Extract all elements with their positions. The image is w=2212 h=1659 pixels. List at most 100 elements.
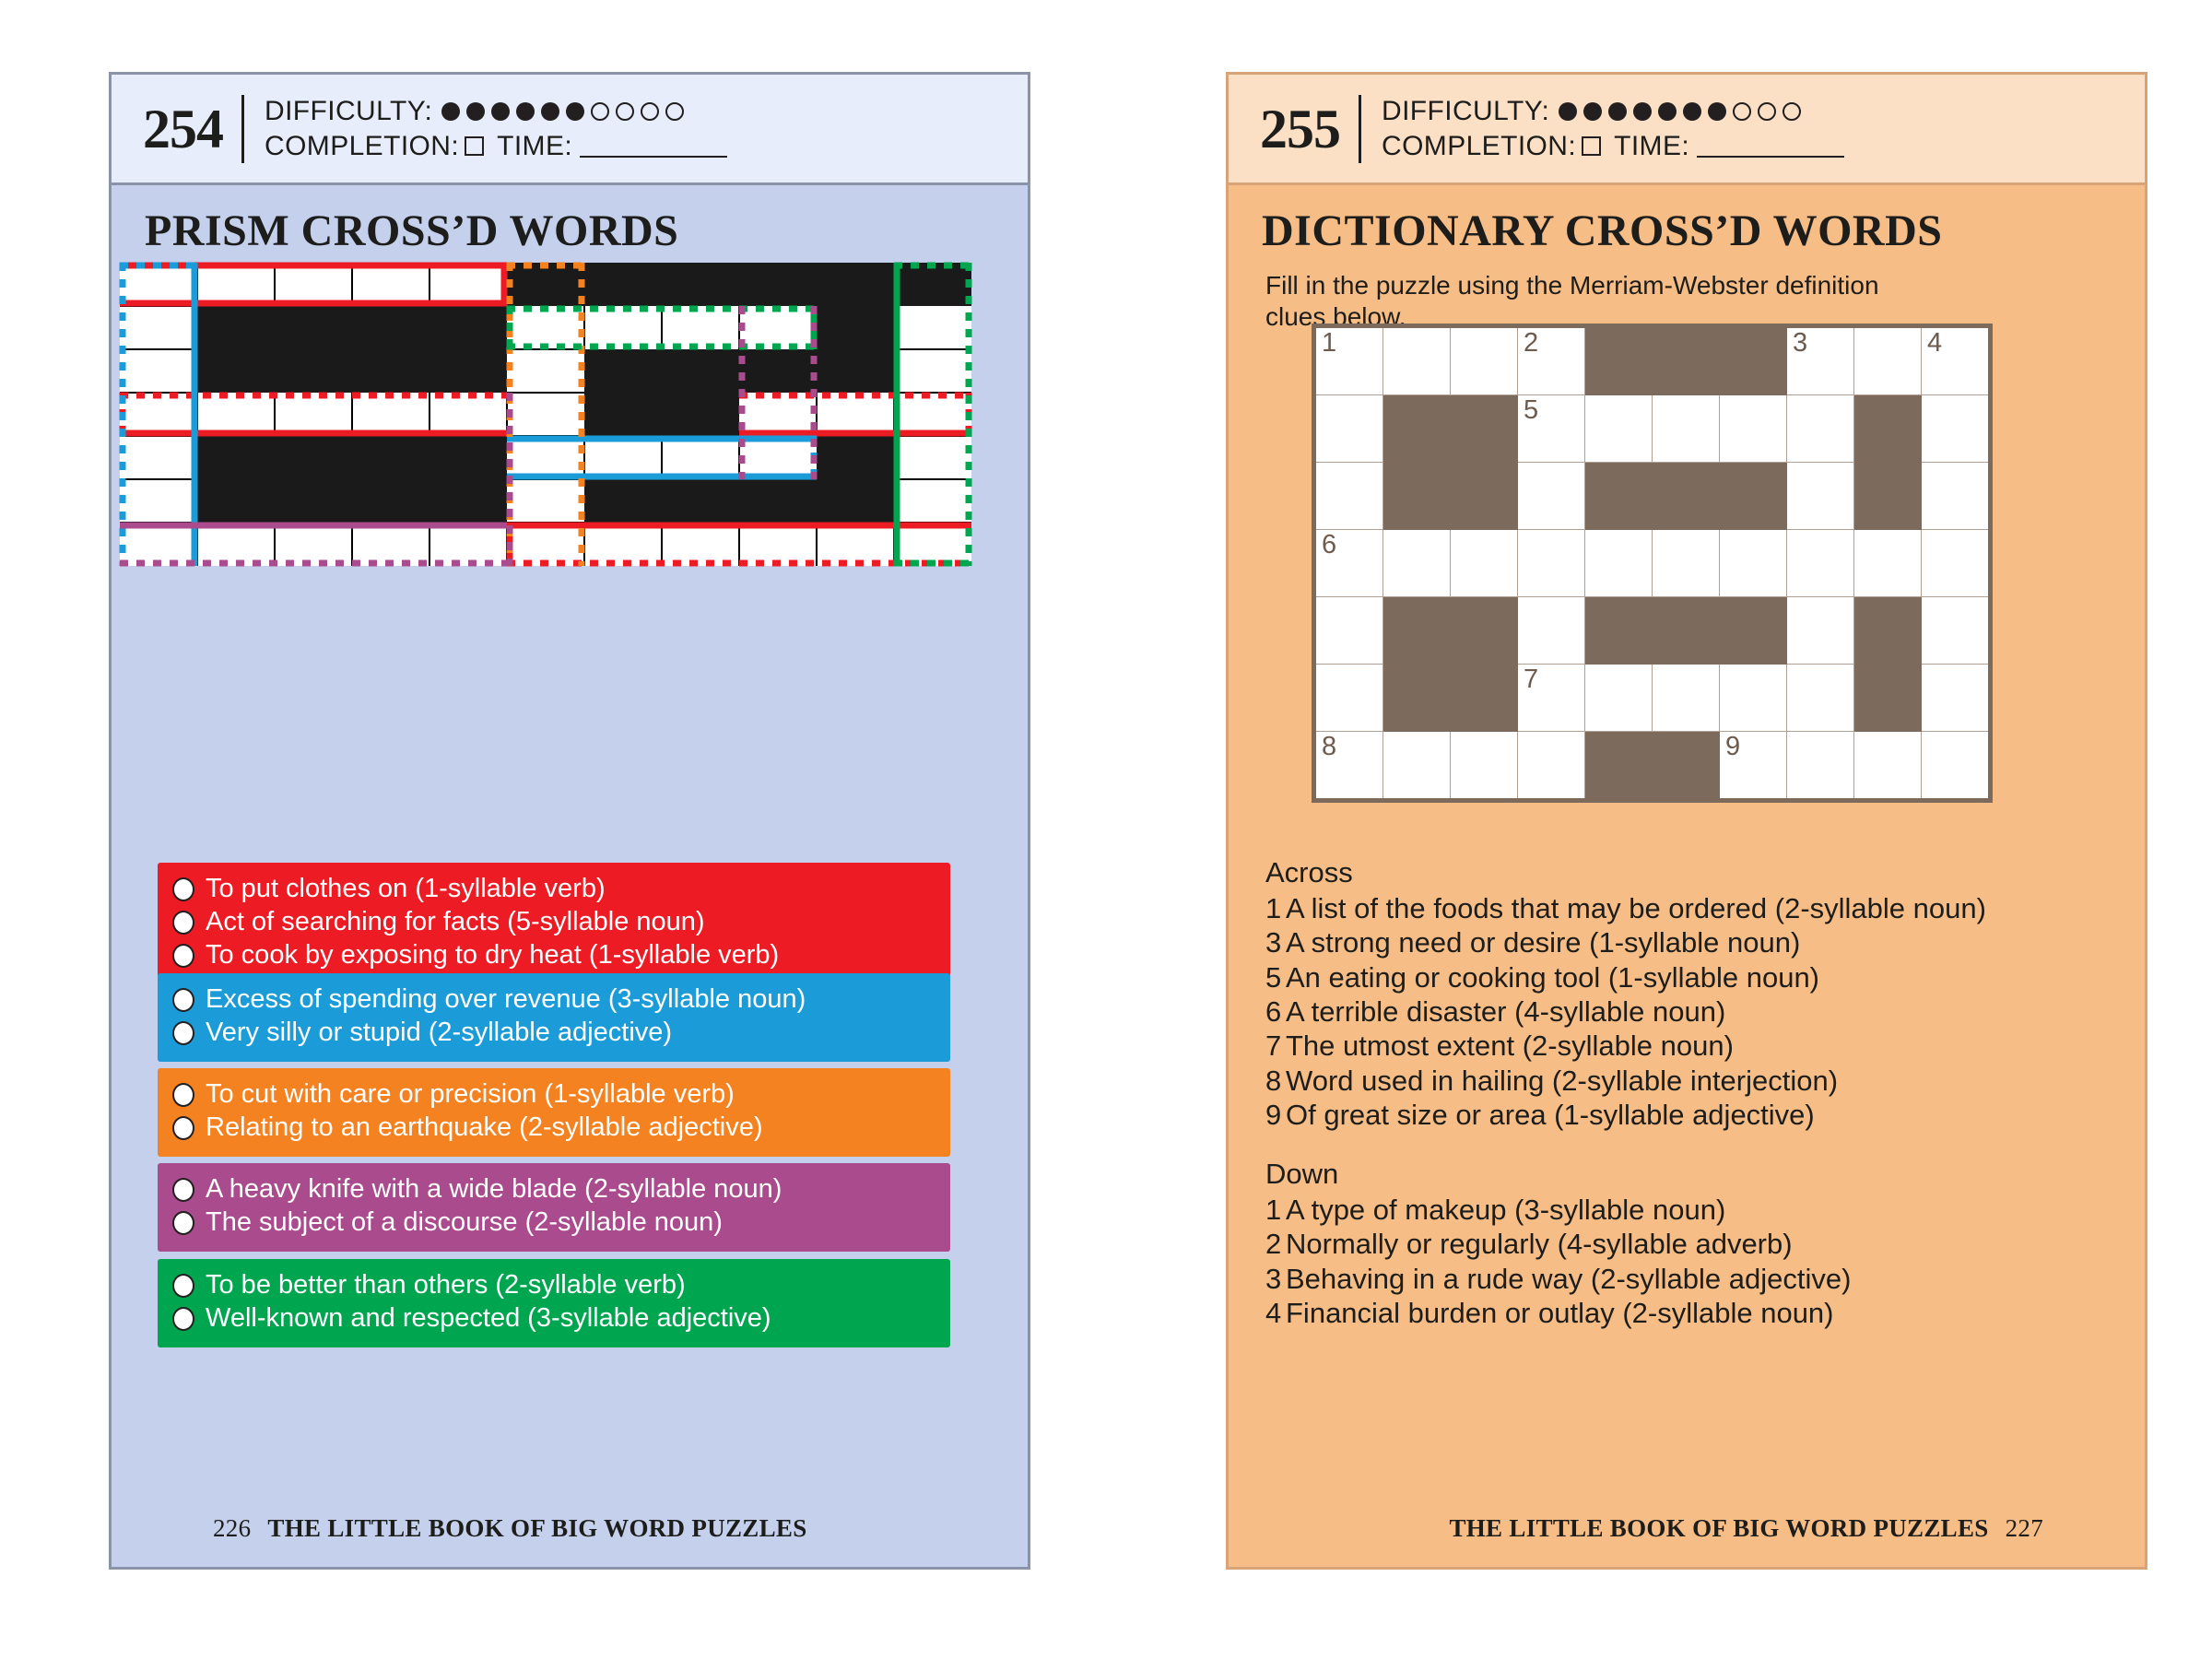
crossword-cell[interactable] [1382,529,1451,597]
crossword-cell[interactable] [1584,529,1653,597]
prism-cell [352,523,429,566]
crossword-cell[interactable]: 6 [1313,529,1383,597]
prism-puzzle-grid[interactable] [116,259,975,574]
crossword-block-cell [1382,462,1451,530]
clue-bullet-circle-icon [172,1115,194,1140]
left-puzzle-panel: 254 DIFFICULTY: COMPLETION: TIME: PRISM … [109,72,1030,1570]
clue-number: 2 [1265,1228,1282,1261]
crossword-cell[interactable] [1313,664,1383,732]
right-time-writeline[interactable] [1697,135,1845,158]
crossword-block-cell [1853,462,1922,530]
crossword-cell[interactable] [1382,325,1451,395]
clue-text: Act of searching for facts (5-syllable n… [206,906,705,936]
clue-text: A strong need or desire (1-syllable noun… [1286,926,1801,959]
crossword-cell[interactable] [1921,731,1991,801]
crossword-cell[interactable] [1313,596,1383,665]
crossword-cell[interactable] [1921,462,1991,530]
crossword-cell[interactable] [1853,731,1922,801]
difficulty-dot-filled [1608,101,1628,121]
crossword-cell[interactable]: 8 [1313,731,1383,801]
crossword-cell[interactable]: 1 [1313,325,1383,395]
left-difficulty-row: DIFFICULTY: [265,96,727,127]
crossword-cell[interactable]: 3 [1786,325,1854,395]
prism-cell [120,349,197,393]
crossword-cell[interactable] [1517,462,1585,530]
crossword-cell[interactable] [1652,394,1720,463]
crossword-block-cell [1584,325,1653,395]
crossword-cell[interactable] [1921,394,1991,463]
right-completion-checkbox[interactable] [1582,136,1602,156]
crossword-cell[interactable] [1719,664,1787,732]
crossword-clue-number: 1 [1322,328,1337,358]
crossword-cell[interactable] [1584,394,1653,463]
crossword-block-cell [1450,394,1518,463]
crossword-clue-number: 2 [1524,328,1539,358]
crossword-cell[interactable] [1921,664,1991,732]
crossword-cell[interactable] [1313,394,1383,463]
clue-entry: 2 Normally or regularly (4-syllable adver… [1265,1227,2113,1261]
left-completion-checkbox[interactable] [465,136,485,156]
crossword-cell[interactable] [1652,664,1720,732]
crossword-cell[interactable] [1853,529,1922,597]
crossword-cell[interactable] [1786,394,1854,463]
clue-text: Word used in hailing (2-syllable interje… [1286,1064,1839,1097]
right-time-label: TIME: [1614,130,1690,161]
crossword-cell[interactable]: 5 [1517,394,1585,463]
left-header-meta: DIFFICULTY: COMPLETION: TIME: [265,96,728,162]
crossword-cell[interactable] [1719,529,1787,597]
crossword-cell[interactable] [1853,325,1922,395]
left-time-writeline[interactable] [580,135,728,158]
crossword-cell[interactable] [1786,529,1854,597]
crossword-cell[interactable]: 2 [1517,325,1585,395]
prism-cell [739,393,817,436]
clue-line: To be better than others (2-syllable ver… [172,1269,937,1302]
crossword-block-cell [1853,596,1922,665]
crossword-cell[interactable] [1517,529,1585,597]
difficulty-dot-filled [1683,101,1702,121]
crossword-cell[interactable] [1517,731,1585,801]
right-instructions: Fill in the puzzle using the Merriam-Web… [1265,270,2077,333]
crossword-cell[interactable] [1786,596,1854,665]
crossword-clue-number: 8 [1322,732,1337,761]
crossword-cell[interactable] [1652,529,1720,597]
right-footer-page-number: 227 [2005,1514,2043,1542]
difficulty-dot-filled [466,101,486,121]
prism-cell [120,393,197,436]
crossword-block-cell [1652,462,1720,530]
crossword-cell[interactable] [1584,664,1653,732]
crossword-cell[interactable] [1313,462,1383,530]
crossword-cell[interactable] [1382,731,1451,801]
crossword-cell[interactable] [1921,596,1991,665]
crossword-cell[interactable] [1450,325,1518,395]
crossword-cell[interactable]: 9 [1719,731,1787,801]
crossword-cell[interactable] [1786,664,1854,732]
clue-group-blue: Excess of spending over revenue (3-sylla… [158,973,950,1062]
crossword-cell[interactable] [1517,596,1585,665]
crossword-block-cell [1652,325,1720,395]
prism-cell [197,393,275,436]
crossword-cell[interactable] [1786,731,1854,801]
crossword-cell[interactable]: 4 [1921,325,1991,395]
clue-text: Very silly or stupid (2-syllable adjecti… [206,1017,673,1047]
crossword-cell[interactable] [1786,462,1854,530]
prism-cell [584,436,662,479]
clue-line: The subject of a discourse (2-syllable n… [172,1206,937,1240]
right-footer: THE LITTLE BOOK OF BIG WORD PUZZLES 227 [1449,1514,2043,1543]
crossword-cell[interactable]: 7 [1517,664,1585,732]
difficulty-dot-filled [1658,101,1677,121]
prism-cell [662,306,739,349]
crossword-cell[interactable] [1450,731,1518,801]
crossword-cell[interactable] [1450,529,1518,597]
crossword-block-cell [1450,664,1518,732]
crossword-cell[interactable] [1921,529,1991,597]
crossword-clue-number: 5 [1524,395,1539,425]
right-completion-row: COMPLETION: TIME: [1382,130,1845,162]
clue-text: To put clothes on (1-syllable verb) [206,874,606,903]
crossword-cell[interactable] [1719,394,1787,463]
clue-group-red: To put clothes on (1-syllable verb) Act o… [158,863,950,984]
prism-cell [275,523,352,566]
